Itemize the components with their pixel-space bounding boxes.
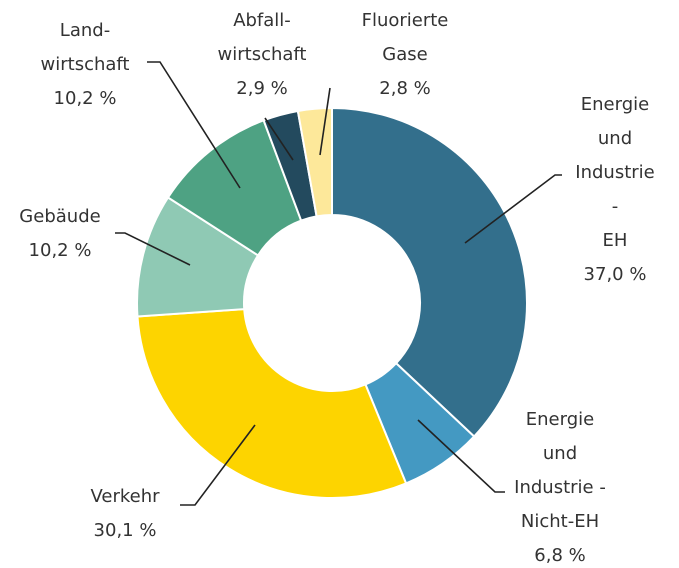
slice-label: Land- wirtschaft 10,2 %: [41, 14, 130, 116]
leader-line: [264, 117, 294, 161]
slice-label: Energie und Industrie - Nicht-EH 6,8 %: [514, 403, 606, 568]
value-label: 2,9 %: [236, 78, 288, 99]
leader-line: [319, 87, 331, 156]
category-label: Energie und Industrie - EH: [575, 94, 655, 251]
value-label: 30,1 %: [93, 520, 157, 541]
category-label: Gebäude: [19, 206, 101, 227]
value-label: 10,2 %: [53, 88, 117, 109]
slice-label: Fluorierte Gase 2,8 %: [362, 4, 449, 106]
value-label: 6,8 %: [534, 545, 586, 566]
donut-slice: [136, 308, 408, 499]
slice-label: Gebäude 10,2 %: [19, 200, 100, 268]
leader-line: [464, 174, 562, 244]
slices: [136, 106, 528, 499]
donut-slice: [331, 106, 528, 438]
slice-label: Verkehr 30,1 %: [90, 480, 159, 548]
slice-label: Energie und Industrie - EH 37,0 %: [575, 88, 654, 292]
category-label: Energie und Industrie - Nicht-EH: [514, 409, 606, 532]
leader-line: [115, 232, 191, 266]
slice-label: Abfall- wirtschaft 2,9 %: [218, 4, 307, 106]
category-label: Land- wirtschaft: [40, 20, 130, 75]
category-label: Fluorierte Gase: [361, 10, 449, 65]
leader-line: [180, 424, 256, 506]
value-label: 10,2 %: [28, 240, 92, 261]
category-label: Verkehr: [90, 486, 160, 507]
leader-line: [147, 61, 241, 189]
category-label: Abfall- wirtschaft: [217, 10, 307, 65]
value-label: 2,8 %: [379, 78, 431, 99]
value-label: 37,0 %: [583, 264, 647, 285]
leader-line: [417, 419, 505, 493]
